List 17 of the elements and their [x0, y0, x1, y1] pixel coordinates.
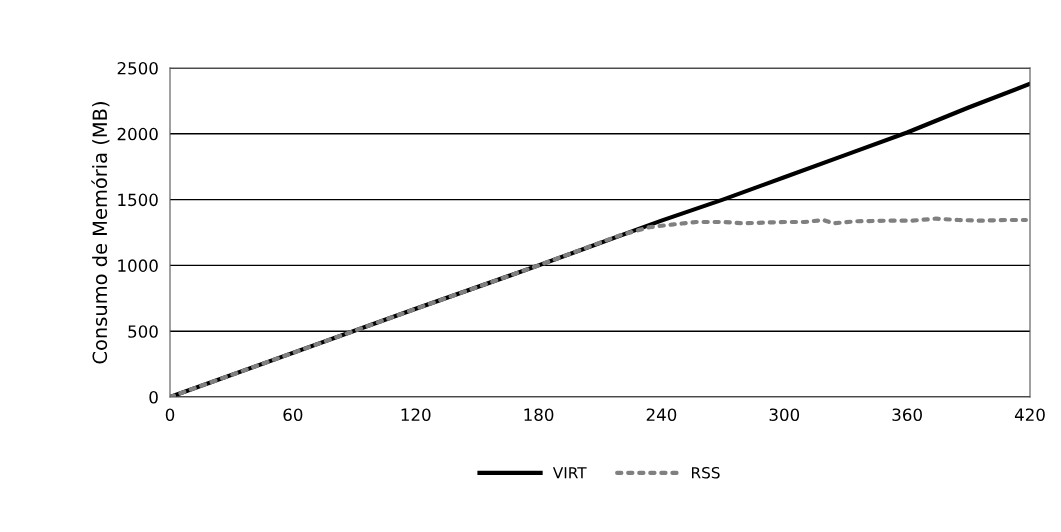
- legend-label: VIRT: [552, 467, 587, 479]
- x-tick-label: 180: [524, 408, 554, 422]
- x-tick-label: 420: [1014, 408, 1045, 422]
- x-tick-label: 0: [165, 408, 175, 422]
- y-tick-label: 1000: [118, 259, 158, 272]
- y-tick-label: 2500: [117, 61, 158, 75]
- legend-label: RSS: [692, 466, 720, 479]
- x-tick-label: 240: [646, 408, 677, 422]
- x-tick-label: 60: [283, 408, 303, 422]
- y-tick-label: 0: [149, 390, 158, 404]
- x-tick-label: 360: [892, 408, 922, 422]
- y-tick-label: 1500: [118, 193, 158, 207]
- y-tick-label: 500: [128, 325, 158, 338]
- x-tick-label: 300: [769, 408, 800, 422]
- y-axis-title: Consumo de Memória (MB): [91, 102, 110, 364]
- y-tick-label: 2000: [117, 127, 158, 141]
- x-tick-label: 120: [401, 408, 431, 422]
